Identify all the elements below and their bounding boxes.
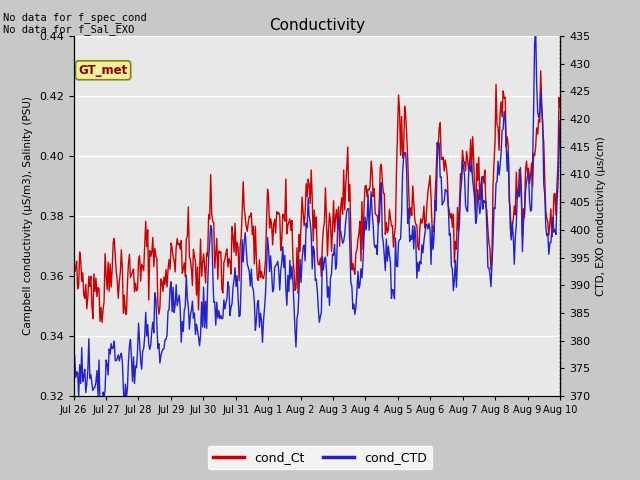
Y-axis label: Campbell conductivity (μS/m3), Salinity (PSU): Campbell conductivity (μS/m3), Salinity … [24, 96, 33, 336]
Text: GT_met: GT_met [79, 64, 128, 77]
Y-axis label: CTD, EXO conductivity (μs/cm): CTD, EXO conductivity (μs/cm) [596, 136, 606, 296]
Legend: cond_Ct, cond_CTD: cond_Ct, cond_CTD [208, 446, 432, 469]
Text: No data for f_spec_cond
No data for f_Sal_EXO: No data for f_spec_cond No data for f_Sa… [3, 12, 147, 36]
Title: Conductivity: Conductivity [269, 18, 365, 34]
